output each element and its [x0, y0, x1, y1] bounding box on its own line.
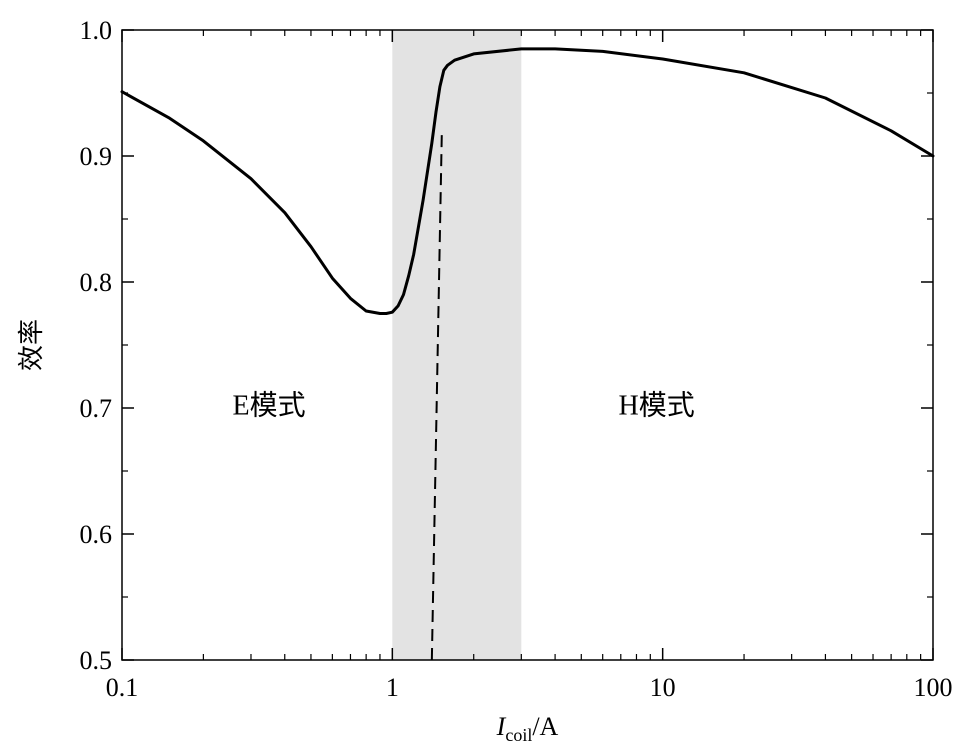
x-axis-label-sub: coil — [505, 725, 532, 745]
x-axis-label-main: I — [496, 712, 507, 741]
x-tick-label: 0.1 — [106, 673, 139, 702]
transition-dashed-line — [430, 131, 443, 661]
y-tick-label: 0.6 — [80, 520, 113, 549]
y-tick-label: 0.7 — [80, 394, 113, 423]
x-axis-label: Icoil/A — [496, 712, 559, 745]
y-tick-label: 0.8 — [80, 268, 113, 297]
plot-frame — [121, 29, 934, 661]
x-tick-label: 10 — [650, 673, 676, 702]
x-tick-label: 100 — [914, 673, 953, 702]
y-tick-label: 1.0 — [80, 16, 113, 45]
x-tick-label: 1 — [386, 673, 399, 702]
transition-region — [392, 30, 522, 660]
y-tick-label: 0.9 — [80, 142, 113, 171]
e-mode-label: E模式 — [233, 389, 306, 421]
h-mode-label: H模式 — [619, 389, 695, 421]
efficiency-curve — [120, 47, 935, 315]
y-axis-label: 效率 — [17, 319, 46, 371]
y-tick-label: 0.5 — [80, 646, 113, 675]
x-axis-label-unit: /A — [532, 712, 558, 741]
